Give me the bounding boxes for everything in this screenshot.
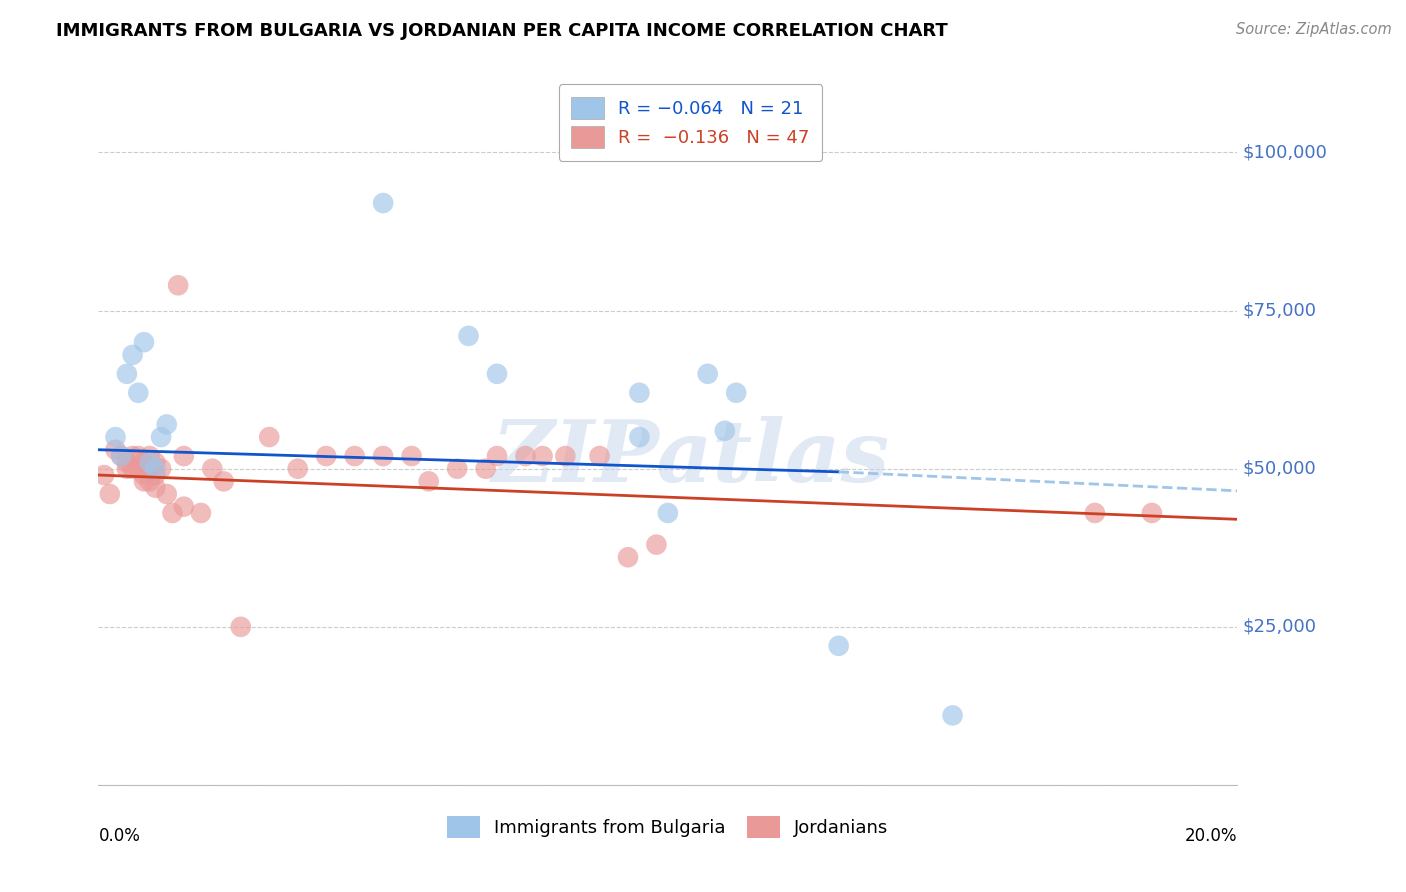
Point (162, 506, 184, 520)
Text: 0.0%: 0.0% (98, 827, 141, 845)
Point (942, 708, 965, 723)
Point (115, 461, 138, 475)
Point (104, 430, 127, 444)
Point (121, 461, 143, 475)
Point (828, 639, 851, 653)
Point (150, 461, 173, 475)
Point (156, 487, 179, 501)
Point (401, 449, 423, 463)
Point (190, 506, 212, 520)
Point (93, 468, 115, 483)
Point (127, 461, 149, 475)
Point (115, 367, 138, 381)
Point (373, 196, 395, 211)
Point (446, 461, 468, 475)
Point (457, 329, 479, 343)
Point (628, 430, 651, 444)
Point (132, 455, 155, 469)
Point (98, 487, 121, 501)
Point (229, 620, 252, 634)
Point (418, 475, 440, 489)
Point (110, 449, 132, 463)
Point (132, 475, 155, 489)
Point (110, 449, 132, 463)
Point (132, 468, 155, 483)
Point (115, 455, 138, 469)
Point (121, 348, 143, 362)
Text: $75,000: $75,000 (1243, 301, 1317, 319)
Point (138, 449, 160, 463)
Point (287, 461, 309, 475)
Point (515, 449, 537, 463)
Point (145, 468, 167, 483)
Point (315, 449, 337, 463)
Point (657, 506, 679, 520)
Point (104, 442, 127, 457)
Point (212, 475, 235, 489)
Point (486, 449, 509, 463)
Text: ZIPatlas: ZIPatlas (492, 417, 890, 500)
Point (486, 367, 509, 381)
Point (588, 449, 610, 463)
Point (127, 449, 149, 463)
Point (617, 550, 640, 565)
Point (725, 385, 748, 400)
Point (121, 449, 143, 463)
Point (167, 278, 190, 293)
Point (343, 449, 366, 463)
Text: Source: ZipAtlas.com: Source: ZipAtlas.com (1236, 22, 1392, 37)
Point (150, 430, 173, 444)
Point (259, 430, 281, 444)
Point (127, 385, 149, 400)
Point (531, 449, 554, 463)
Text: $25,000: $25,000 (1243, 618, 1317, 636)
Point (714, 424, 737, 438)
Point (201, 461, 224, 475)
Point (645, 538, 668, 552)
Point (1140, 506, 1163, 520)
Point (1084, 506, 1107, 520)
Point (554, 449, 576, 463)
Point (156, 417, 179, 432)
Point (132, 335, 155, 350)
Point (628, 385, 651, 400)
Point (373, 449, 395, 463)
Text: $50,000: $50,000 (1243, 459, 1317, 478)
Point (145, 455, 167, 469)
Point (696, 367, 718, 381)
Point (145, 461, 167, 475)
Point (145, 481, 167, 495)
Point (138, 455, 160, 469)
Point (138, 461, 160, 475)
Text: $100,000: $100,000 (1243, 144, 1327, 161)
Legend: Immigrants from Bulgaria, Jordanians: Immigrants from Bulgaria, Jordanians (440, 809, 896, 846)
Point (474, 461, 496, 475)
Point (173, 500, 195, 514)
Text: 20.0%: 20.0% (1185, 827, 1237, 845)
Point (138, 475, 160, 489)
Text: IMMIGRANTS FROM BULGARIA VS JORDANIAN PER CAPITA INCOME CORRELATION CHART: IMMIGRANTS FROM BULGARIA VS JORDANIAN PE… (56, 22, 948, 40)
Point (173, 449, 195, 463)
